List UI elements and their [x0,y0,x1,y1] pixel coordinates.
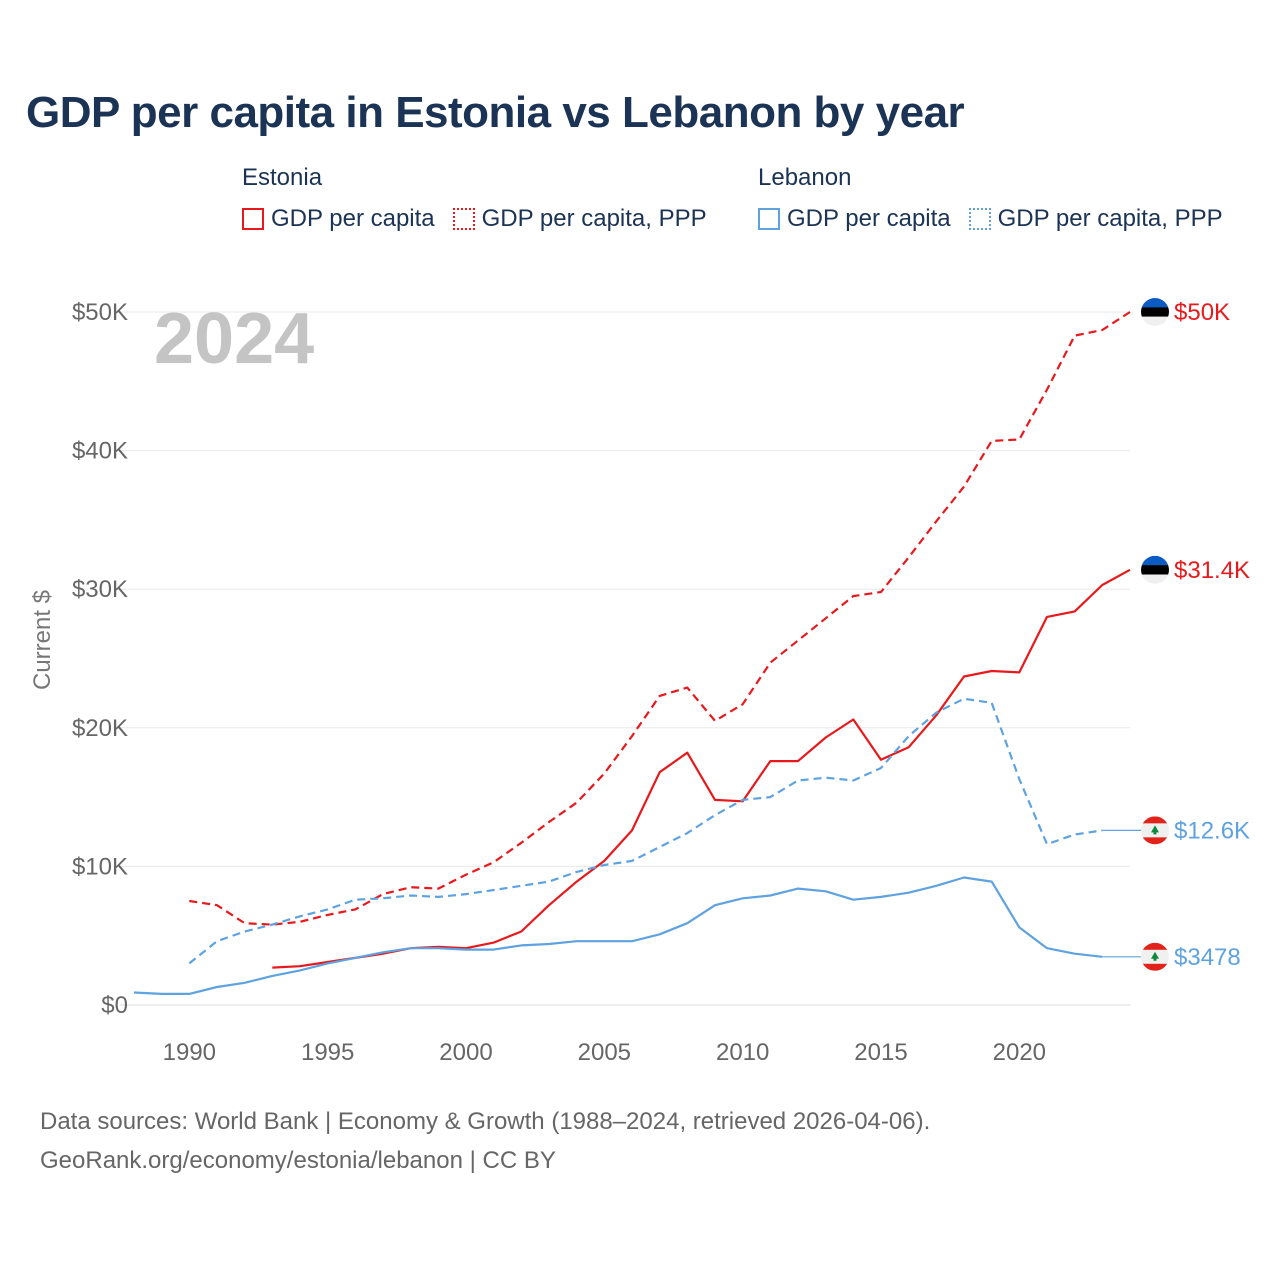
end-value-label: $3478 [1174,944,1241,971]
y-tick-label: $20K [72,715,128,742]
x-tick-label: 2000 [439,1039,492,1066]
series-line-estonia-gdp-per-capita [272,568,1131,969]
legend-group-estonia: Estonia GDP per capita GDP per capita, P… [242,163,707,233]
end-value-label: $12.6K [1174,817,1250,844]
legend-swatch-dotted-icon [968,208,991,230]
legend-item-estonia-gdp[interactable]: GDP per capita [242,205,435,233]
y-tick-label: $10K [72,853,128,880]
y-tick-label: $30K [72,576,128,603]
legend-item-lebanon-gdp[interactable]: GDP per capita [758,205,951,233]
legend-group-lebanon: Lebanon GDP per capita GDP per capita, P… [758,163,1223,233]
footer-link[interactable]: GeoRank.org/economy/estonia/lebanon | CC… [40,1147,556,1174]
x-tick-label: 2020 [993,1039,1046,1066]
legend-swatch-solid-icon [758,208,780,230]
legend-label: GDP per capita [787,205,951,232]
line-chart: $0 $10K $20K $30K $40K $50K 1990 1995 2000 2005 20… [29,298,1250,1066]
x-tick-label: 2010 [716,1039,769,1066]
legend-label: GDP per capita [271,205,435,232]
estonia-flag-icon [1141,555,1169,584]
y-tick-label: $40K [72,438,128,465]
legend-label: GDP per capita, PPP [481,205,707,232]
series-line-lebanon-gdp-per-capita-ppp [188,697,1103,965]
legend-swatch-dotted-icon [452,208,475,230]
series-line-lebanon-gdp-per-capita [133,876,1103,996]
page-title: GDP per capita in Estonia vs Lebanon by … [26,88,965,137]
end-value-label: $31.4K [1174,557,1250,584]
series-line-estonia-gdp-per-capita-ppp [189,311,1131,926]
year-overlay: 2024 [154,299,314,379]
legend-group-title: Estonia [242,164,323,191]
x-tick-label: 2015 [854,1039,907,1066]
y-tick-label: $50K [72,299,128,326]
y-axis-label: Current $ [29,590,56,690]
lebanon-flag-icon [1141,942,1169,971]
lebanon-flag-icon [1141,816,1169,845]
y-tick-label: $0 [101,992,128,1019]
x-tick-label: 1990 [163,1039,216,1066]
legend-group-title: Lebanon [758,164,852,191]
legend-item-lebanon-gdp-ppp[interactable]: GDP per capita, PPP [968,205,1223,233]
legend-item-estonia-gdp-ppp[interactable]: GDP per capita, PPP [452,205,707,233]
footer-source: Data sources: World Bank | Economy & Gro… [40,1108,931,1135]
x-tick-label: 1995 [301,1039,354,1066]
legend-label: GDP per capita, PPP [997,205,1223,232]
end-value-label: $50K [1174,299,1230,326]
legend-swatch-solid-icon [242,208,264,230]
estonia-flag-icon [1141,298,1169,326]
x-tick-label: 2005 [578,1039,631,1066]
